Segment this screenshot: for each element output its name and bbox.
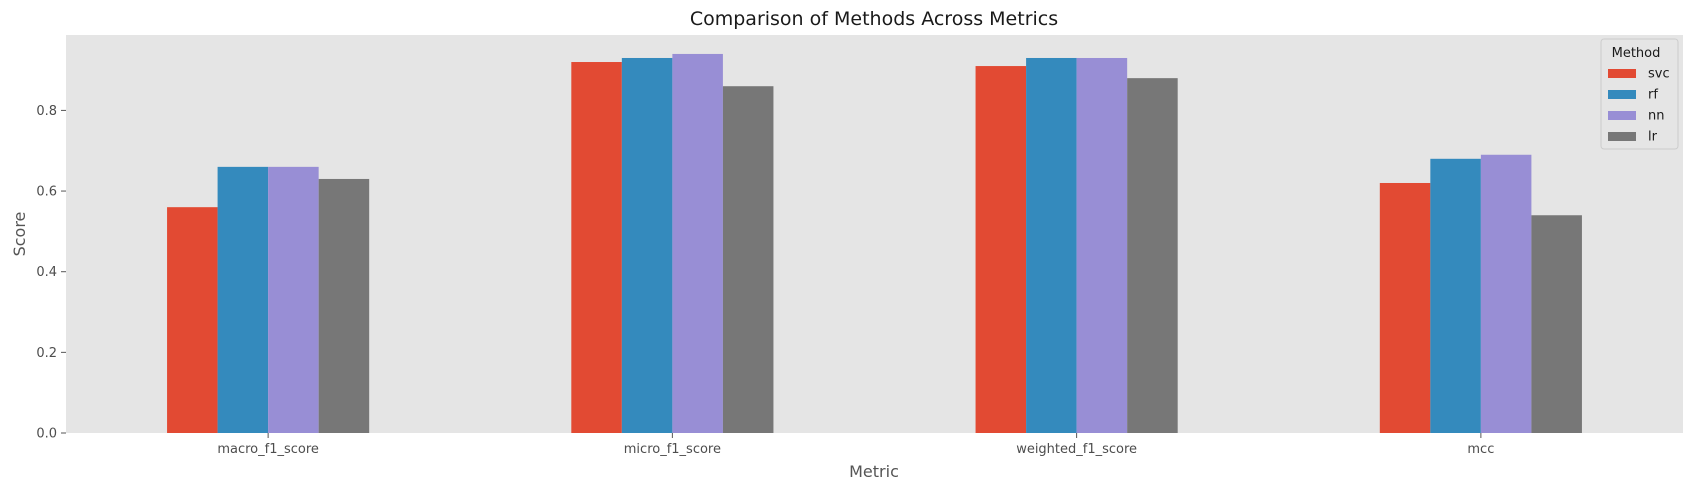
bar-lr-mcc <box>1531 215 1582 433</box>
legend-swatch-rf <box>1608 90 1636 99</box>
legend-label-nn: nn <box>1648 109 1664 124</box>
y-tick-label: 0.4 <box>36 265 57 280</box>
bar-nn-mcc <box>1480 154 1532 433</box>
chart-title: Comparison of Methods Across Metrics <box>690 8 1058 30</box>
bar-lr-micro_f1_score <box>722 86 774 434</box>
bar-svc-macro_f1_score <box>167 207 218 433</box>
bar-nn-macro_f1_score <box>268 166 319 434</box>
bar-lr-macro_f1_score <box>318 178 370 433</box>
bars-group <box>167 53 1582 434</box>
y-axis-label: Score <box>10 212 29 257</box>
y-tick-label: 0.6 <box>36 185 57 200</box>
y-tick-label: 0.2 <box>36 346 57 361</box>
bar-svc-weighted_f1_score <box>975 66 1027 434</box>
y-tick-label: 0.0 <box>36 427 57 442</box>
legend-swatch-lr <box>1608 132 1636 141</box>
bar-nn-micro_f1_score <box>672 53 723 433</box>
legend-title: Method <box>1612 46 1661 61</box>
bar-nn-weighted_f1_score <box>1076 57 1128 433</box>
x-axis: macro_f1_score micro_f1_score weighted_f1_… <box>217 433 1494 457</box>
bar-rf-mcc <box>1430 158 1481 434</box>
x-tick-label: micro_f1_score <box>624 442 721 457</box>
bar-svc-micro_f1_score <box>571 62 622 434</box>
legend-label-svc: svc <box>1648 67 1670 82</box>
legend-label-lr: lr <box>1648 130 1658 145</box>
x-axis-label: Metric <box>849 462 899 481</box>
bar-rf-macro_f1_score <box>217 166 269 434</box>
bar-rf-micro_f1_score <box>621 57 673 433</box>
legend-swatch-nn <box>1608 111 1636 120</box>
legend: Method svc rf nn lr <box>1600 38 1679 150</box>
x-tick-label: weighted_f1_score <box>1016 442 1137 457</box>
bar-rf-weighted_f1_score <box>1026 57 1077 433</box>
x-tick-label: mcc <box>1467 442 1494 457</box>
bar-lr-weighted_f1_score <box>1127 78 1178 434</box>
y-tick-label: 0.8 <box>36 104 57 119</box>
legend-box <box>1600 38 1679 150</box>
legend-swatch-svc <box>1608 69 1636 78</box>
x-tick-label: macro_f1_score <box>217 442 319 457</box>
legend-label-rf: rf <box>1648 88 1658 103</box>
bar-svc-mcc <box>1379 182 1431 433</box>
y-axis: 0.0 0.2 0.4 0.6 0.8 <box>36 104 66 442</box>
